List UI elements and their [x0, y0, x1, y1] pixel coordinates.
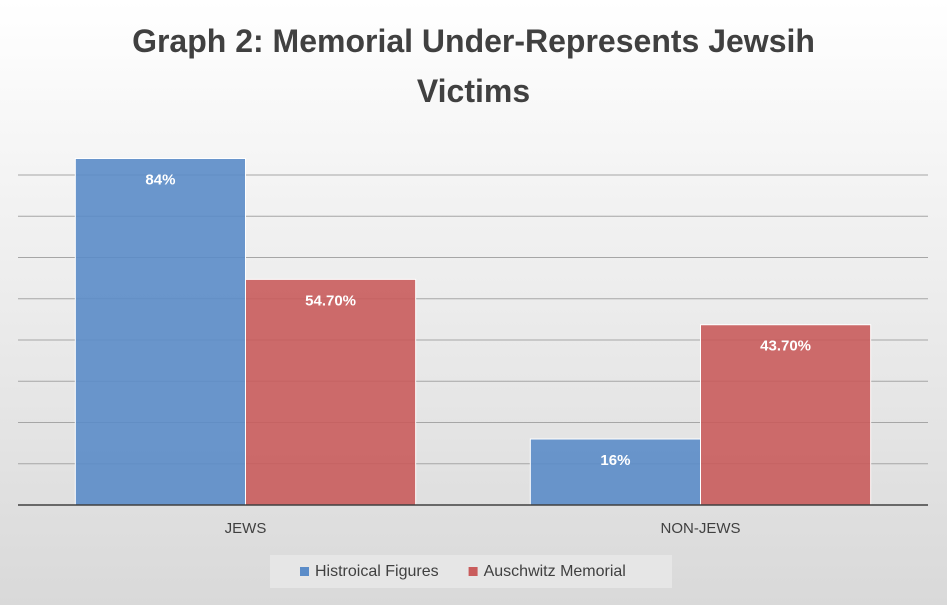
- data-label: 16%: [600, 452, 630, 469]
- legend-swatch: [300, 567, 309, 576]
- x-tick-label: JEWS: [225, 520, 267, 537]
- legend-label: Histroical Figures: [315, 563, 439, 580]
- legend-swatch: [468, 567, 478, 576]
- data-label: 43.70%: [760, 338, 811, 355]
- x-tick-label: NON-JEWS: [661, 520, 741, 537]
- bar: [74, 158, 246, 506]
- data-label: 54.70%: [305, 292, 356, 309]
- bar: [700, 324, 872, 506]
- legend-label: Auschwitz Memorial: [484, 563, 626, 580]
- bar: [529, 438, 702, 506]
- chart-title: Graph 2: Memorial Under-Represents Jewsi…: [132, 23, 815, 109]
- bar: [245, 278, 417, 506]
- data-label: 84%: [145, 171, 175, 188]
- legend: Histroical Figures Auschwitz Memorial: [270, 555, 672, 588]
